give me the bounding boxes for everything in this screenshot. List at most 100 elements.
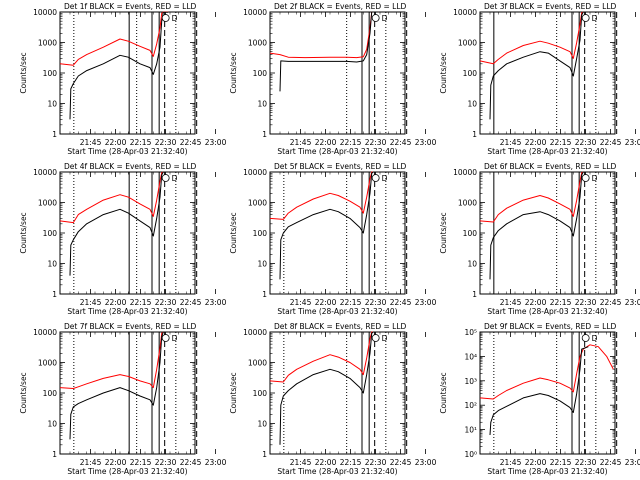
panel-title: Det 6f BLACK = Events, RED = LLD (484, 162, 617, 171)
x-tick-label: 22:30 (155, 138, 177, 147)
x-axis-label: Start Time (28-Apr-03 21:32:40) (277, 147, 397, 156)
x-axis-label: Start Time (28-Apr-03 21:32:40) (487, 147, 607, 156)
events-series-line (69, 171, 169, 276)
x-tick-label: 21:45 (80, 138, 102, 147)
y-tick-label: 1000 (248, 199, 267, 208)
events-series-line (279, 171, 379, 280)
annotation-circle (161, 174, 170, 182)
y-axis-label: Counts/sec (19, 52, 28, 93)
x-tick-label: 23:00 (415, 298, 437, 307)
y-axis-label: Counts/sec (439, 372, 448, 413)
panel-title: Det 5f BLACK = Events, RED = LLD (274, 162, 407, 171)
x-tick-label: 22:45 (180, 458, 202, 467)
plot-frame (479, 331, 616, 455)
y-axis-label: Counts/sec (439, 212, 448, 253)
x-tick-label: 22:00 (525, 298, 547, 307)
annotation-label: D (172, 334, 178, 343)
annotation-circle (581, 174, 590, 182)
x-tick-label: 22:00 (315, 298, 337, 307)
x-tick-label: 23:00 (205, 138, 227, 147)
annotation-circle (371, 14, 380, 22)
x-tick-label: 22:00 (105, 298, 127, 307)
x-axis-label: Start Time (28-Apr-03 21:32:40) (67, 467, 187, 476)
x-tick-label: 23:00 (625, 138, 640, 147)
annotation-label: D (382, 334, 388, 343)
annotation-circle (371, 174, 380, 182)
lld-series-line (479, 171, 589, 223)
x-axis-label: Start Time (28-Apr-03 21:32:40) (487, 467, 607, 476)
y-tick-label: 10000 (33, 168, 57, 177)
x-axis-label: Start Time (28-Apr-03 21:32:40) (67, 147, 187, 156)
annotation-circle (371, 334, 380, 342)
y-tick-label: 10² (464, 401, 477, 410)
y-tick-label: 100 (43, 389, 58, 398)
x-tick-label: 23:00 (625, 458, 640, 467)
y-tick-label: 100 (253, 229, 268, 238)
x-tick-label: 22:15 (130, 458, 152, 467)
x-tick-label: 21:45 (500, 138, 522, 147)
panel-title: Det 4f BLACK = Events, RED = LLD (64, 162, 197, 171)
y-tick-label: 10000 (243, 168, 267, 177)
annotation-label: D (382, 14, 388, 23)
y-axis-label: Counts/sec (229, 212, 238, 253)
plot-frame (59, 331, 196, 455)
x-axis-label: Start Time (28-Apr-03 21:32:40) (277, 307, 397, 316)
plot-frame (269, 331, 406, 455)
panel-title: Det 1f BLACK = Events, RED = LLD (64, 2, 197, 11)
y-tick-label: 10000 (453, 8, 477, 17)
annotation-label: D (592, 174, 598, 183)
events-series-line (279, 11, 379, 92)
x-tick-label: 22:15 (340, 138, 362, 147)
y-tick-label: 10 (47, 100, 57, 109)
x-tick-label: 22:30 (365, 298, 387, 307)
y-tick-label: 10⁰ (464, 450, 477, 459)
annotation-circle (161, 14, 170, 22)
x-tick-label: 22:15 (340, 458, 362, 467)
y-tick-label: 1000 (38, 199, 57, 208)
x-tick-label: 22:30 (365, 138, 387, 147)
lld-series-line (479, 344, 614, 400)
x-tick-label: 23:00 (205, 458, 227, 467)
y-axis-label: Counts/sec (19, 212, 28, 253)
x-axis-label: Start Time (28-Apr-03 21:32:40) (487, 307, 607, 316)
y-axis-label: Counts/sec (229, 52, 238, 93)
annotation-label: D (382, 174, 388, 183)
x-tick-label: 22:30 (575, 458, 597, 467)
x-tick-label: 21:45 (290, 458, 312, 467)
y-axis-label: Counts/sec (19, 372, 28, 413)
y-tick-label: 1 (262, 450, 267, 459)
y-tick-label: 10000 (243, 328, 267, 337)
x-tick-label: 22:45 (600, 298, 622, 307)
y-tick-label: 1000 (38, 359, 57, 368)
y-tick-label: 10 (257, 100, 267, 109)
y-tick-label: 100 (463, 69, 478, 78)
x-tick-label: 22:00 (315, 458, 337, 467)
plot-frame (269, 11, 406, 135)
panel-title: Det 2f BLACK = Events, RED = LLD (274, 2, 407, 11)
x-tick-label: 22:45 (390, 298, 412, 307)
y-tick-label: 100 (463, 229, 478, 238)
x-tick-label: 22:00 (105, 138, 127, 147)
y-tick-label: 1 (472, 130, 477, 139)
y-tick-label: 10000 (33, 8, 57, 17)
y-tick-label: 10000 (453, 168, 477, 177)
events-series-line (489, 171, 589, 280)
y-tick-label: 1 (52, 290, 57, 299)
events-series-line (279, 331, 379, 445)
y-tick-label: 100 (43, 229, 58, 238)
events-series-line (69, 331, 169, 440)
plot-frame (479, 11, 616, 135)
y-tick-label: 10 (467, 260, 477, 269)
lld-series-line (59, 11, 169, 66)
x-tick-label: 22:00 (525, 458, 547, 467)
y-tick-label: 10000 (33, 328, 57, 337)
y-tick-label: 1 (52, 130, 57, 139)
x-tick-label: 21:45 (290, 138, 312, 147)
x-tick-label: 22:45 (180, 138, 202, 147)
x-tick-label: 22:15 (130, 298, 152, 307)
panel-title: Det 8f BLACK = Events, RED = LLD (274, 322, 407, 331)
x-tick-label: 21:45 (80, 298, 102, 307)
y-tick-label: 1000 (248, 359, 267, 368)
plot-frame (269, 171, 406, 295)
x-tick-label: 22:30 (155, 298, 177, 307)
